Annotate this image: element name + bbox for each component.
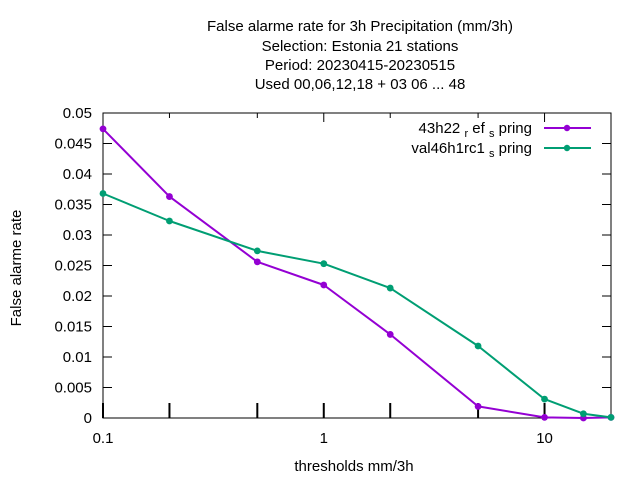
series-line-2 xyxy=(102,192,612,419)
y-tick-label: 0.015 xyxy=(54,319,92,336)
y-tick-label: 0.035 xyxy=(54,197,92,214)
series-2-point xyxy=(607,413,615,421)
legend: 43h22 r ef s pring val46h1rc1 s pring xyxy=(411,120,591,161)
axes: 0 0.005 0.01 0.015 0.02 0.025 0.03 0.035 0.04 0.0… xyxy=(54,105,612,447)
legend-marker-series-1 xyxy=(563,124,571,132)
y-tick-label: 0 xyxy=(84,410,92,427)
y-tick-label: 0.02 xyxy=(63,288,92,305)
series-1-point xyxy=(474,403,482,410)
x-tick-label: 1 xyxy=(320,430,328,447)
legend-marker-series-2 xyxy=(563,144,571,152)
chart-title-line-1: False alarme rate for 3h Precipitation (… xyxy=(207,18,513,35)
series-1-point xyxy=(253,258,261,266)
series-1-point xyxy=(166,193,173,200)
x-tick-label: 0.1 xyxy=(93,430,114,447)
series-2-point xyxy=(166,217,173,225)
y-axis-label: False alarme rate xyxy=(8,210,25,327)
plot-frame xyxy=(102,112,612,419)
y-tick-label: 0.03 xyxy=(63,227,92,244)
series-layer xyxy=(99,125,615,422)
y-tick-label: 0.05 xyxy=(63,105,92,122)
series-1-point xyxy=(541,413,548,421)
y-tick-label: 0.025 xyxy=(54,258,92,275)
chart-title-line-2: Selection: Estonia 21 stations xyxy=(261,38,459,55)
series-1-point xyxy=(99,125,107,133)
x-axis-label: thresholds mm/3h xyxy=(294,458,413,475)
legend-label-series-2: val46h1rc1 s pring xyxy=(411,140,532,161)
legend-label-series-1: 43h22 r ef s pring xyxy=(419,120,532,141)
chart-title-line-4: Used 00,06,12,18 + 03 06 ... 48 xyxy=(254,76,466,93)
series-2-point xyxy=(386,284,394,292)
series-2-point xyxy=(320,260,328,268)
y-tick-label: 0.01 xyxy=(63,349,92,366)
series-2-point xyxy=(99,190,107,197)
series-line-1 xyxy=(102,128,612,419)
y-tick-label: 0.005 xyxy=(54,380,92,397)
series-2-point xyxy=(580,410,587,418)
y-tick-label: 0.045 xyxy=(54,136,92,153)
series-1-point xyxy=(386,331,394,338)
y-tick-label: 0.04 xyxy=(63,166,92,183)
series-2-point xyxy=(541,395,548,403)
x-tick-label: 10 xyxy=(536,430,553,447)
series-2-point xyxy=(474,342,482,350)
chart-title-line-3: Period: 20230415-20230515 xyxy=(264,57,456,74)
series-2-point xyxy=(253,247,261,255)
series-1-point xyxy=(320,281,328,289)
